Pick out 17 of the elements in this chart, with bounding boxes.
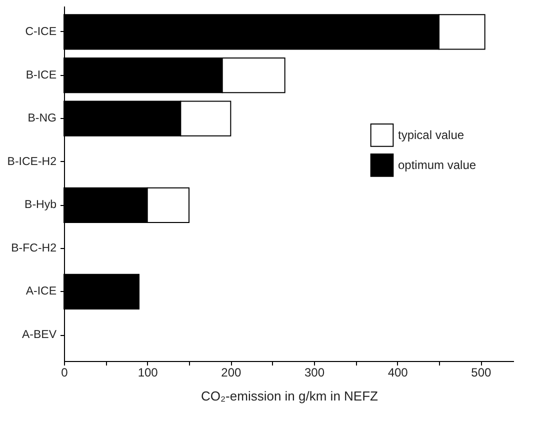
x-tick-label: 200 (221, 366, 242, 380)
x-tick-label: 100 (138, 366, 158, 380)
y-tick-label: B-ICE (26, 69, 57, 82)
y-tick-label: B-FC-H2 (11, 242, 56, 254)
legend-label: optimum value (398, 158, 476, 172)
x-axis-title: CO₂-emission in g/km in NEFZ (201, 388, 378, 404)
x-tick-label: 500 (471, 366, 492, 380)
x-tick-label: 400 (388, 366, 408, 380)
y-tick-label: A-ICE (26, 286, 57, 298)
y-tick-label: B-ICE-H2 (7, 156, 56, 168)
x-tick-label: 0 (61, 366, 68, 380)
y-tick-label: C-ICE (25, 26, 57, 38)
x-tick-label: 300 (304, 366, 325, 380)
legend-label: typical value (398, 128, 464, 142)
y-tick-label: B-Hyb (24, 199, 56, 212)
y-tick-label: B-NG (28, 112, 57, 125)
y-tick-label: A-BEV (22, 329, 57, 342)
